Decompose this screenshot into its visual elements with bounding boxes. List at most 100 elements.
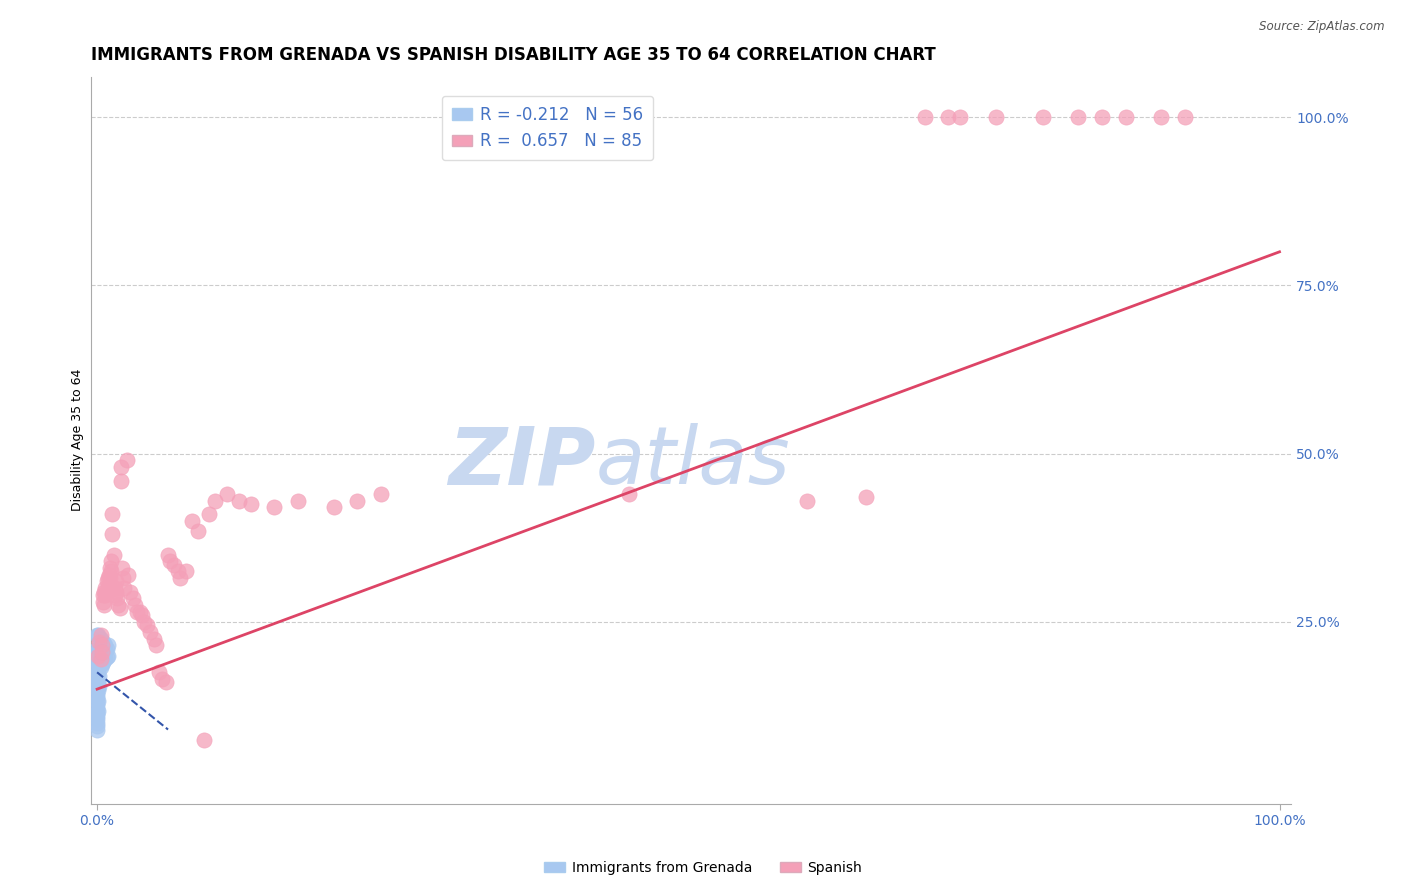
- Point: [855, 491, 877, 505]
- Point: [97, 581, 120, 595]
- Point: [86, 723, 108, 737]
- Point: [94, 588, 117, 602]
- Point: [89, 635, 111, 649]
- Point: [91, 588, 114, 602]
- Point: [86, 677, 108, 691]
- Point: [89, 679, 111, 693]
- Point: [90, 645, 112, 659]
- Point: [90, 647, 112, 661]
- Point: [157, 548, 180, 562]
- Point: [180, 514, 202, 528]
- Point: [115, 453, 138, 467]
- Point: [346, 493, 368, 508]
- Point: [93, 648, 115, 663]
- Point: [322, 500, 344, 515]
- Point: [1150, 110, 1173, 124]
- Point: [89, 658, 111, 673]
- Point: [86, 682, 108, 697]
- Point: [110, 474, 132, 488]
- Point: [86, 645, 108, 659]
- Point: [97, 578, 120, 592]
- Point: [142, 632, 165, 646]
- Point: [117, 567, 139, 582]
- Point: [90, 628, 112, 642]
- Point: [97, 639, 120, 653]
- Text: ZIP: ZIP: [449, 423, 595, 501]
- Point: [91, 645, 114, 659]
- Point: [217, 487, 239, 501]
- Point: [101, 527, 124, 541]
- Point: [87, 683, 110, 698]
- Point: [86, 648, 108, 663]
- Point: [155, 675, 177, 690]
- Point: [87, 655, 110, 669]
- Point: [86, 709, 108, 723]
- Point: [100, 554, 122, 568]
- Point: [91, 655, 114, 669]
- Point: [86, 658, 108, 673]
- Point: [105, 574, 128, 589]
- Point: [150, 672, 173, 686]
- Point: [87, 674, 110, 689]
- Point: [120, 584, 142, 599]
- Point: [263, 500, 285, 515]
- Point: [94, 643, 117, 657]
- Point: [127, 605, 149, 619]
- Point: [105, 584, 128, 599]
- Point: [86, 628, 108, 642]
- Point: [90, 652, 112, 666]
- Point: [86, 663, 108, 677]
- Point: [131, 608, 153, 623]
- Point: [1091, 110, 1114, 124]
- Point: [91, 595, 114, 609]
- Point: [134, 615, 156, 629]
- Point: [90, 640, 112, 655]
- Point: [86, 670, 108, 684]
- Point: [87, 648, 110, 663]
- Point: [617, 487, 640, 501]
- Point: [104, 588, 127, 602]
- Point: [169, 571, 191, 585]
- Point: [96, 584, 118, 599]
- Point: [87, 645, 110, 659]
- Point: [94, 581, 117, 595]
- Point: [174, 565, 197, 579]
- Point: [135, 618, 157, 632]
- Point: [984, 110, 1007, 124]
- Point: [145, 639, 167, 653]
- Point: [86, 702, 108, 716]
- Point: [90, 660, 112, 674]
- Point: [91, 635, 114, 649]
- Point: [98, 561, 121, 575]
- Point: [87, 693, 110, 707]
- Point: [100, 565, 122, 579]
- Point: [97, 571, 120, 585]
- Point: [98, 571, 121, 585]
- Point: [94, 652, 117, 666]
- Point: [112, 581, 135, 595]
- Point: [228, 493, 250, 508]
- Point: [121, 591, 143, 606]
- Point: [94, 639, 117, 653]
- Point: [187, 524, 209, 538]
- Text: IMMIGRANTS FROM GRENADA VS SPANISH DISABILITY AGE 35 TO 64 CORRELATION CHART: IMMIGRANTS FROM GRENADA VS SPANISH DISAB…: [91, 46, 936, 64]
- Point: [86, 687, 108, 701]
- Point: [128, 605, 150, 619]
- Point: [796, 493, 818, 508]
- Point: [90, 632, 112, 646]
- Point: [90, 649, 112, 664]
- Point: [193, 732, 215, 747]
- Point: [89, 648, 111, 663]
- Point: [86, 655, 108, 669]
- Point: [159, 554, 181, 568]
- Point: [370, 487, 392, 501]
- Point: [914, 110, 936, 124]
- Point: [104, 581, 127, 595]
- Point: [287, 493, 309, 508]
- Point: [111, 561, 134, 575]
- Text: atlas: atlas: [595, 423, 790, 501]
- Point: [90, 636, 112, 650]
- Point: [166, 565, 188, 579]
- Point: [1174, 110, 1197, 124]
- Point: [204, 493, 226, 508]
